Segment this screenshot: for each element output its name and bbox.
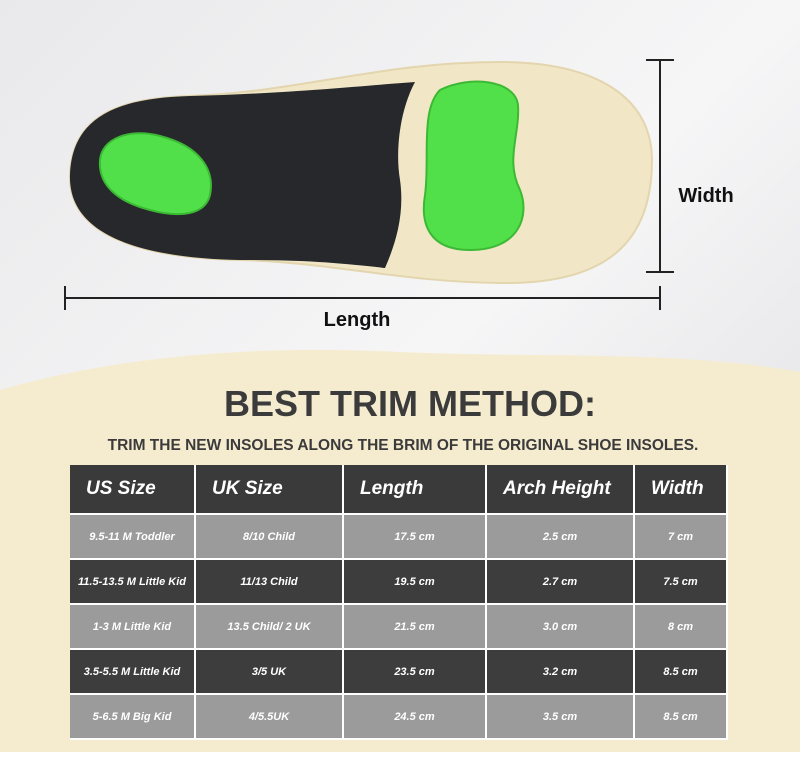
table-cell: 19.5 cm bbox=[344, 560, 487, 605]
table-cell: 24.5 cm bbox=[344, 695, 487, 740]
header-cell: Length bbox=[344, 465, 487, 515]
header-cell: Width bbox=[635, 465, 728, 515]
table-cell: 7.5 cm bbox=[635, 560, 728, 605]
table-cell: 8.5 cm bbox=[635, 650, 728, 695]
table-cell: 3/5 UK bbox=[196, 650, 344, 695]
header-cell: Arch Height bbox=[487, 465, 635, 515]
table-cell: 8/10 Child bbox=[196, 515, 344, 560]
table-cell: 3.5 cm bbox=[487, 695, 635, 740]
table-cell: 7 cm bbox=[635, 515, 728, 560]
table-cell: 21.5 cm bbox=[344, 605, 487, 650]
header-cell: US Size bbox=[70, 465, 196, 515]
heel-pad bbox=[98, 132, 212, 216]
table-cell: 1-3 M Little Kid bbox=[70, 605, 196, 650]
insole-heel bbox=[69, 82, 415, 268]
length-label: Length bbox=[324, 309, 391, 331]
heading-title: BEST TRIM METHOD: bbox=[224, 383, 596, 424]
header-cell: UK Size bbox=[196, 465, 344, 515]
table-cell: 5-6.5 M Big Kid bbox=[70, 695, 196, 740]
table-cell: 9.5-11 M Toddler bbox=[70, 515, 196, 560]
bottom-band bbox=[0, 752, 800, 775]
table-cell: 23.5 cm bbox=[344, 650, 487, 695]
table-cell: 17.5 cm bbox=[344, 515, 487, 560]
table-cell: 3.5-5.5 M Little Kid bbox=[70, 650, 196, 695]
table-cell: 4/5.5UK bbox=[196, 695, 344, 740]
table-cell: 2.7 cm bbox=[487, 560, 635, 605]
table-cell: 3.2 cm bbox=[487, 650, 635, 695]
heading-subtitle: TRIM THE NEW INSOLES ALONG THE BRIM OF T… bbox=[108, 437, 699, 454]
dimension-lines bbox=[64, 59, 674, 310]
table-cell: 13.5 Child/ 2 UK bbox=[196, 605, 344, 650]
width-label: Width bbox=[678, 185, 733, 207]
table-cell: 11/13 Child bbox=[196, 560, 344, 605]
table-cell: 11.5-13.5 M Little Kid bbox=[70, 560, 196, 605]
table-cell: 3.0 cm bbox=[487, 605, 635, 650]
forefoot-pad bbox=[422, 80, 525, 252]
table-cell: 8 cm bbox=[635, 605, 728, 650]
table-cell: 2.5 cm bbox=[487, 515, 635, 560]
table-cell: 8.5 cm bbox=[635, 695, 728, 740]
